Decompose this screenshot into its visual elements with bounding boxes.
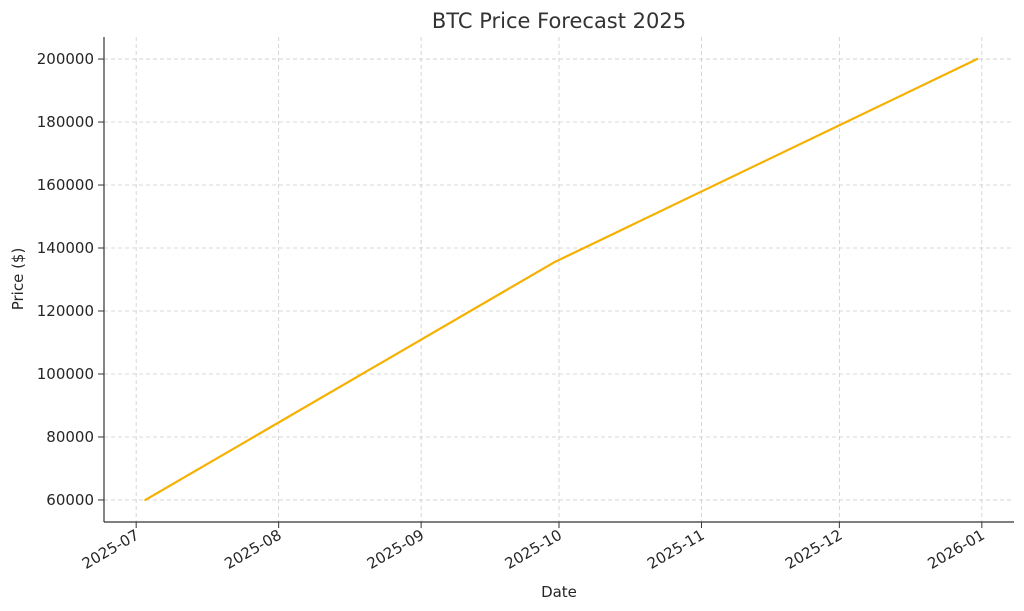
x-axis-label: Date — [541, 583, 577, 601]
grid — [104, 37, 1014, 522]
y-tick-label: 60000 — [46, 491, 94, 509]
tick-labels: 2025-07 2025-08 2025-09 2025-10 2025-11 2025-… — [37, 50, 988, 573]
y-tick-label: 180000 — [37, 113, 94, 131]
x-tick-label: 2025-07 — [79, 526, 142, 573]
x-tick-label: 2025-12 — [782, 526, 845, 573]
y-tick-label: 140000 — [37, 239, 94, 257]
y-tick-label: 100000 — [37, 365, 94, 383]
y-axis-label: Price ($) — [9, 248, 27, 311]
y-tick-label: 160000 — [37, 176, 94, 194]
x-tick-label: 2025-11 — [644, 526, 707, 573]
tick-marks — [98, 58, 983, 528]
chart-title: BTC Price Forecast 2025 — [432, 9, 686, 33]
x-tick-label: 2025-10 — [502, 526, 565, 573]
y-tick-label: 120000 — [37, 302, 94, 320]
x-tick-label: 2025-08 — [221, 526, 284, 573]
x-tick-label: 2026-01 — [925, 526, 988, 573]
y-tick-label: 200000 — [37, 50, 94, 68]
series — [144, 57, 979, 502]
y-tick-label: 80000 — [46, 428, 94, 446]
series-line — [144, 57, 979, 502]
x-tick-label: 2025-09 — [364, 526, 427, 573]
